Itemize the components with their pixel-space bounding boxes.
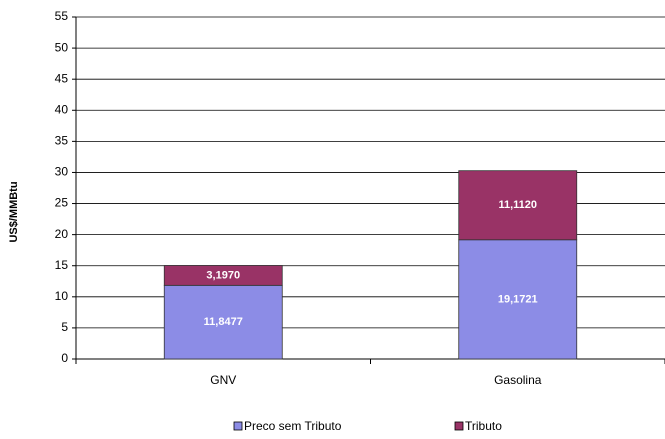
bar-segment (163, 265, 283, 286)
y-tick-label: 20 (55, 227, 69, 241)
y-tick-label: 5 (61, 320, 68, 334)
y-tick-label: 55 (55, 9, 69, 23)
bar-segment (458, 239, 578, 360)
y-tick-label: 50 (55, 40, 69, 54)
value-label: 19,1721 (498, 293, 538, 305)
value-label: 11,1120 (498, 199, 537, 211)
legend-label: Tributo (465, 419, 502, 433)
y-tick-label: 30 (55, 165, 69, 179)
value-label: 3,1970 (206, 269, 240, 281)
y-tick-label: 35 (55, 134, 69, 148)
legend-swatch (454, 421, 464, 431)
x-tick-label: Gasolina (494, 373, 542, 387)
value-label: 11,8477 (204, 316, 243, 328)
y-tick-label: 15 (55, 258, 69, 272)
y-tick-label: 0 (61, 351, 68, 365)
bar-segment (163, 284, 283, 360)
y-tick-label: 25 (55, 196, 69, 210)
y-tick-label: 10 (55, 289, 69, 303)
x-tick-label: GNV (210, 373, 236, 387)
bar-segment (458, 170, 578, 241)
y-tick-label: 45 (55, 71, 69, 85)
y-tick-label: 40 (55, 102, 69, 116)
legend-swatch (233, 421, 243, 431)
legend-label: Preco sem Tributo (244, 419, 342, 433)
y-axis-label: US$/MMBtu (8, 181, 20, 242)
